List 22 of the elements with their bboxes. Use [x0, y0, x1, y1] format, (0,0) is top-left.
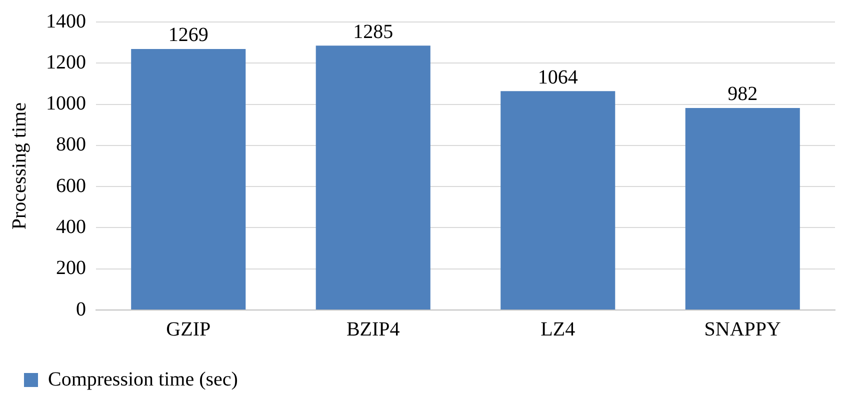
y-tick-label: 1200 — [46, 51, 86, 74]
data-label: 1269 — [168, 24, 208, 46]
bar — [131, 48, 246, 310]
y-tick-label: 400 — [56, 216, 86, 238]
data-label: 1064 — [538, 66, 578, 88]
y-tick-label: 600 — [56, 174, 86, 197]
data-label: 982 — [728, 83, 758, 106]
y-tick-label: 1400 — [46, 10, 86, 32]
bar — [500, 91, 616, 310]
y-tick-label: 200 — [56, 257, 86, 280]
y-axis-title: Processing time — [8, 102, 30, 230]
x-tick-label: SNAPPY — [704, 318, 781, 340]
x-tick-label: BZIP4 — [346, 318, 400, 340]
bar — [685, 108, 800, 310]
x-tick-label: GZIP — [166, 318, 211, 340]
bar — [316, 46, 430, 310]
y-tick-label: 800 — [56, 134, 86, 156]
y-tick-label: 1000 — [46, 92, 86, 115]
x-tick-label: LZ4 — [540, 318, 576, 340]
legend-label: Compression time (sec) — [48, 368, 238, 390]
y-tick-label: 0 — [76, 298, 86, 320]
data-label: 1285 — [353, 20, 394, 43]
